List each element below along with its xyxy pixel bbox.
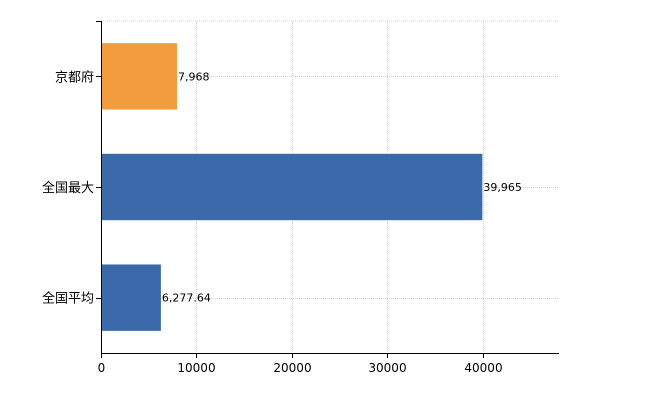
y-tick-label-2: 全国平均 [42,291,94,307]
y-tick-label-1: 全国最大 [42,180,94,196]
y-tick-label-0: 京都府 [55,70,94,85]
axes [96,21,559,358]
data-label-1: 39,965 [483,181,522,194]
x-tick-label-2: 20000 [273,361,311,375]
x-tick-label-4: 40000 [464,361,502,375]
bar-2 [101,264,161,331]
data-label-2: 6,277.64 [162,292,211,305]
data-label-0: 7,968 [178,70,210,83]
bars [101,43,483,331]
labels: 7,968 京都府 39,965 全国最大 6,277.64 全国平均 0 10000 2000… [42,70,522,375]
bar-1 [101,153,483,221]
x-tick-label-1: 10000 [177,361,215,375]
bar-0 [101,43,178,110]
x-tick-label-3: 30000 [368,361,406,375]
x-tick-label-0: 0 [98,361,106,375]
